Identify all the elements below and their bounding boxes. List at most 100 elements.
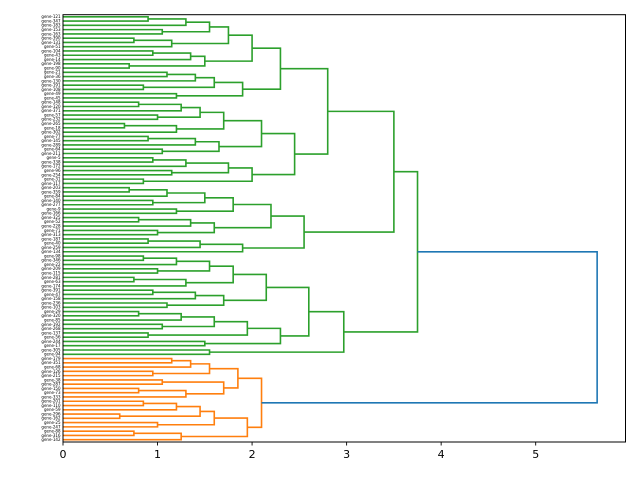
leaf-label: gene-137 <box>41 330 61 335</box>
leaf-label: gene-47 <box>44 292 61 297</box>
leaf-label: gene-371 <box>41 108 61 113</box>
leaf-label: gene-104 <box>41 48 61 53</box>
leaf-label: gene-90 <box>44 65 61 70</box>
leaf-label: gene-131 <box>41 40 61 45</box>
leaf-label: gene-333 <box>41 394 61 399</box>
leaf-label: gene-98 <box>44 253 61 258</box>
leaf-label: gene-52 <box>44 219 61 224</box>
leaf-label: gene-59 <box>44 407 61 412</box>
leaf-label: gene-45 <box>44 95 61 100</box>
leaf-label: gene-316 <box>41 433 61 438</box>
leaf-label: gene-351 <box>41 360 61 365</box>
leaf-label: gene-359 <box>41 189 61 194</box>
leaf-label: gene-77 <box>44 134 61 139</box>
leaf-label: gene-163 <box>41 31 61 36</box>
leaf-label: gene-117 <box>41 181 61 186</box>
dendrogram-link <box>261 251 598 404</box>
leaf-label: gene-179 <box>41 356 61 361</box>
leaf-label: gene-84 <box>44 194 61 199</box>
x-axis-tick-label: 3 <box>343 448 350 461</box>
x-axis-tick-label: 2 <box>249 448 256 461</box>
leaf-label: gene-56 <box>44 335 61 340</box>
leaf-label: gene-201 <box>41 399 61 404</box>
leaf-label: gene-115 <box>41 271 61 276</box>
leaf-label: gene-49 <box>44 91 61 96</box>
leaf-label: gene-148 <box>41 100 61 105</box>
leaf-label: gene-36 <box>44 74 61 79</box>
leaf-label: gene-254 <box>41 172 61 177</box>
leaf-label: gene-296 <box>41 411 61 416</box>
leaf-label: gene-142 <box>41 437 61 442</box>
leaf-label: gene-9 <box>47 206 61 211</box>
leaf-label: gene-29 <box>44 309 61 314</box>
axes-spines <box>62 14 626 443</box>
leaf-label: gene-150 <box>41 386 61 391</box>
x-axis-tick-label: 4 <box>438 448 445 461</box>
leaf-label: gene-130 <box>41 78 61 83</box>
leaf-label: gene-203 <box>41 185 61 190</box>
leaf-label: gene-22 <box>44 262 61 267</box>
leaf-label: gene-198 <box>41 61 61 66</box>
leaf-label: gene-40 <box>44 241 61 246</box>
leaf-label: gene-25 <box>44 420 61 425</box>
leaf-label: gene-287 <box>41 382 61 387</box>
leaf-label: gene-277 <box>41 202 61 207</box>
leaf-label: gene-158 <box>41 296 61 301</box>
leaf-label: gene-63 <box>44 279 61 284</box>
leaf-label: gene-268 <box>41 326 61 331</box>
leaf-label: gene-347 <box>41 18 61 23</box>
leaf-label: gene-126 <box>41 369 61 374</box>
leaf-label: gene-18 <box>44 125 61 130</box>
leaf-label: gene-247 <box>41 424 61 429</box>
leaf-label: gene-88 <box>44 429 61 434</box>
leaf-label: gene-120 <box>41 104 61 109</box>
leaf-label: gene-325 <box>41 215 61 220</box>
leaf-label: gene-57 <box>44 112 61 117</box>
leaf-label: gene-391 <box>41 288 61 293</box>
x-axis-tick-label: 0 <box>60 448 67 461</box>
leaf-label: gene-192 <box>41 322 61 327</box>
leaf-label: gene-346 <box>41 258 61 263</box>
leaf-label: gene-103 <box>41 305 61 310</box>
leaf-label: gene-14 <box>44 57 61 62</box>
leaf-label: gene-17 <box>44 343 61 348</box>
leaf-label: gene-145 <box>41 138 61 143</box>
leaf-label: gene-134 <box>41 249 61 254</box>
leaf-label: gene-43 <box>44 53 61 58</box>
x-axis-tick-label: 5 <box>532 448 539 461</box>
leaf-label: gene-110 <box>41 403 61 408</box>
leaf-label: gene-390 <box>41 36 61 41</box>
x-axis-tick-label: 1 <box>154 448 161 461</box>
leaf-label: gene-31 <box>44 177 61 182</box>
leaf-label: gene-94 <box>44 352 61 357</box>
leaf-label: gene-172 <box>41 164 61 169</box>
leaf-label: gene-166 <box>41 211 61 216</box>
leaf-label: gene-215 <box>41 373 61 378</box>
leaf-label: gene-108 <box>41 87 61 92</box>
leaf-label: gene-183 <box>41 23 61 28</box>
leaf-label: gene-320 <box>41 313 61 318</box>
leaf-label: gene-232 <box>41 117 61 122</box>
leaf-label: gene-289 <box>41 142 61 147</box>
leaf-label: gene-281 <box>41 275 61 280</box>
leaf-label: gene-244 <box>41 339 61 344</box>
leaf-label: gene-236 <box>41 300 61 305</box>
leaf-label: gene-73 <box>44 390 61 395</box>
leaf-label: gene-140 <box>41 198 61 203</box>
leaf-label: gene-96 <box>44 168 61 173</box>
leaf-label: gene-265 <box>41 121 61 126</box>
leaf-label: gene-68 <box>44 364 61 369</box>
leaf-label: gene-51 <box>44 44 61 49</box>
leaf-label: gene-305 <box>41 347 61 352</box>
leaf-label: gene-162 <box>41 416 61 421</box>
leaf-label: gene-85 <box>44 317 61 322</box>
leaf-label: gene-228 <box>41 224 61 229</box>
leaf-label: gene-313 <box>41 232 61 237</box>
leaf-label: gene-211 <box>41 151 61 156</box>
leaf-label: gene-209 <box>41 266 61 271</box>
leaf-label: gene-5 <box>47 155 61 160</box>
leaf-label: gene-259 <box>41 245 61 250</box>
